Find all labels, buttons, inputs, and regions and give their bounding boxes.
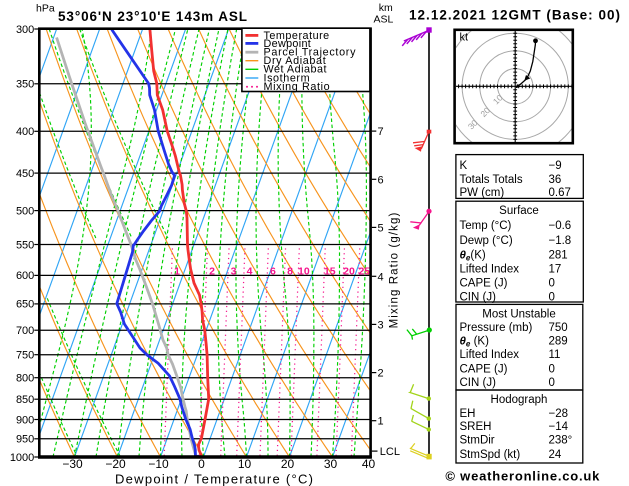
- svg-text:750: 750: [16, 350, 34, 362]
- svg-text:800: 800: [16, 373, 34, 385]
- svg-text:Mixing Ratio (g/kg): Mixing Ratio (g/kg): [389, 212, 401, 329]
- svg-text:550: 550: [16, 239, 34, 251]
- svg-text:Dewpoint / Temperature (°C): Dewpoint / Temperature (°C): [115, 471, 313, 486]
- svg-text:Lifted Index: Lifted Index: [460, 264, 520, 276]
- svg-text:Dry Adiabat: Dry Adiabat: [264, 55, 326, 67]
- svg-text:kt: kt: [460, 32, 469, 44]
- svg-text:0: 0: [549, 278, 555, 290]
- svg-text:4: 4: [378, 271, 384, 283]
- svg-text:850: 850: [16, 394, 34, 406]
- svg-text:300: 300: [16, 24, 34, 36]
- svg-text:36: 36: [549, 174, 562, 186]
- svg-text:750: 750: [549, 322, 568, 334]
- svg-text:Most Unstable: Most Unstable: [482, 308, 556, 320]
- svg-text:−28: −28: [549, 408, 569, 420]
- svg-text:Surface: Surface: [499, 205, 539, 217]
- svg-text:40: 40: [362, 457, 376, 471]
- svg-text:2: 2: [378, 368, 384, 380]
- svg-text:SREH: SREH: [460, 421, 492, 433]
- svg-text:12.12.2021 12GMT (Base: 00): 12.12.2021 12GMT (Base: 00): [409, 8, 620, 23]
- svg-text:1000: 1000: [10, 452, 34, 464]
- svg-text:CIN (J): CIN (J): [460, 377, 497, 389]
- svg-text:K: K: [460, 160, 468, 172]
- svg-text:700: 700: [16, 325, 34, 337]
- svg-text:Pressure (mb): Pressure (mb): [460, 322, 533, 334]
- svg-text:20: 20: [343, 266, 355, 278]
- svg-text:0: 0: [198, 457, 205, 471]
- svg-text:Dewp (°C): Dewp (°C): [460, 235, 513, 247]
- svg-text:StmDir: StmDir: [460, 435, 495, 447]
- svg-text:238°: 238°: [549, 435, 573, 447]
- svg-text:−1.8: −1.8: [549, 235, 572, 247]
- svg-text:6: 6: [270, 266, 276, 278]
- svg-text:6: 6: [378, 174, 384, 186]
- svg-text:CIN (J): CIN (J): [460, 291, 497, 303]
- svg-text:Hodograph: Hodograph: [491, 394, 548, 406]
- svg-text:−30: −30: [62, 457, 83, 471]
- svg-text:30: 30: [324, 457, 338, 471]
- svg-text:LCL: LCL: [380, 446, 400, 458]
- svg-text:−0.6: −0.6: [549, 220, 572, 232]
- svg-text:2: 2: [209, 266, 215, 278]
- svg-text:ASL: ASL: [374, 14, 394, 26]
- svg-text:StmSpd (kt): StmSpd (kt): [460, 449, 521, 461]
- svg-text:15: 15: [324, 266, 336, 278]
- svg-text:53°06'N 23°10'E 143m ASL: 53°06'N 23°10'E 143m ASL: [58, 9, 247, 24]
- svg-text:10: 10: [298, 266, 310, 278]
- svg-text:900: 900: [16, 414, 34, 426]
- svg-text:Dewpoint: Dewpoint: [264, 38, 311, 50]
- svg-text:Temperature: Temperature: [264, 30, 330, 42]
- svg-text:0: 0: [549, 377, 555, 389]
- svg-text:24: 24: [549, 449, 562, 461]
- svg-text:θe(K): θe(K): [460, 250, 486, 263]
- svg-text:hPa: hPa: [36, 3, 55, 15]
- svg-text:0.67: 0.67: [549, 187, 571, 199]
- svg-text:Temp (°C): Temp (°C): [460, 220, 512, 232]
- svg-text:© weatheronline.co.uk: © weatheronline.co.uk: [445, 469, 600, 484]
- svg-text:17: 17: [549, 264, 562, 276]
- svg-text:CAPE (J): CAPE (J): [460, 278, 508, 290]
- svg-text:4: 4: [247, 266, 253, 278]
- svg-text:CAPE (J): CAPE (J): [460, 364, 508, 376]
- svg-text:km: km: [379, 2, 393, 14]
- svg-text:Totals Totals: Totals Totals: [460, 174, 523, 186]
- svg-text:−14: −14: [549, 421, 569, 433]
- svg-text:0: 0: [549, 364, 555, 376]
- svg-text:289: 289: [549, 336, 568, 348]
- svg-text:20: 20: [281, 457, 295, 471]
- svg-text:Isotherm: Isotherm: [264, 72, 310, 84]
- svg-text:500: 500: [16, 205, 34, 217]
- svg-text:−10: −10: [148, 457, 169, 471]
- svg-text:400: 400: [16, 126, 34, 138]
- svg-text:3: 3: [231, 266, 237, 278]
- svg-text:1: 1: [174, 266, 180, 278]
- svg-text:11: 11: [549, 349, 561, 361]
- svg-text:3: 3: [378, 319, 384, 331]
- svg-text:Wet Adiabat: Wet Adiabat: [264, 64, 327, 76]
- svg-text:−20: −20: [105, 457, 126, 471]
- svg-text:650: 650: [16, 299, 34, 311]
- svg-text:θe (K): θe (K): [460, 336, 490, 349]
- svg-text:5: 5: [378, 222, 384, 234]
- svg-text:Lifted Index: Lifted Index: [460, 349, 520, 361]
- svg-text:−9: −9: [549, 160, 562, 172]
- svg-text:EH: EH: [460, 408, 476, 420]
- svg-text:PW (cm): PW (cm): [460, 187, 505, 199]
- svg-text:Parcel Trajectory: Parcel Trajectory: [264, 47, 357, 59]
- svg-text:Mixing Ratio: Mixing Ratio: [264, 81, 330, 93]
- svg-text:600: 600: [16, 270, 34, 282]
- svg-text:8: 8: [287, 266, 293, 278]
- svg-text:7: 7: [378, 126, 384, 138]
- svg-text:10: 10: [238, 457, 252, 471]
- svg-text:25: 25: [358, 266, 370, 278]
- svg-text:0: 0: [549, 291, 555, 303]
- svg-text:281: 281: [549, 250, 568, 262]
- svg-text:950: 950: [16, 434, 34, 446]
- svg-text:450: 450: [16, 168, 34, 180]
- svg-text:350: 350: [16, 79, 34, 91]
- svg-text:1: 1: [378, 416, 384, 428]
